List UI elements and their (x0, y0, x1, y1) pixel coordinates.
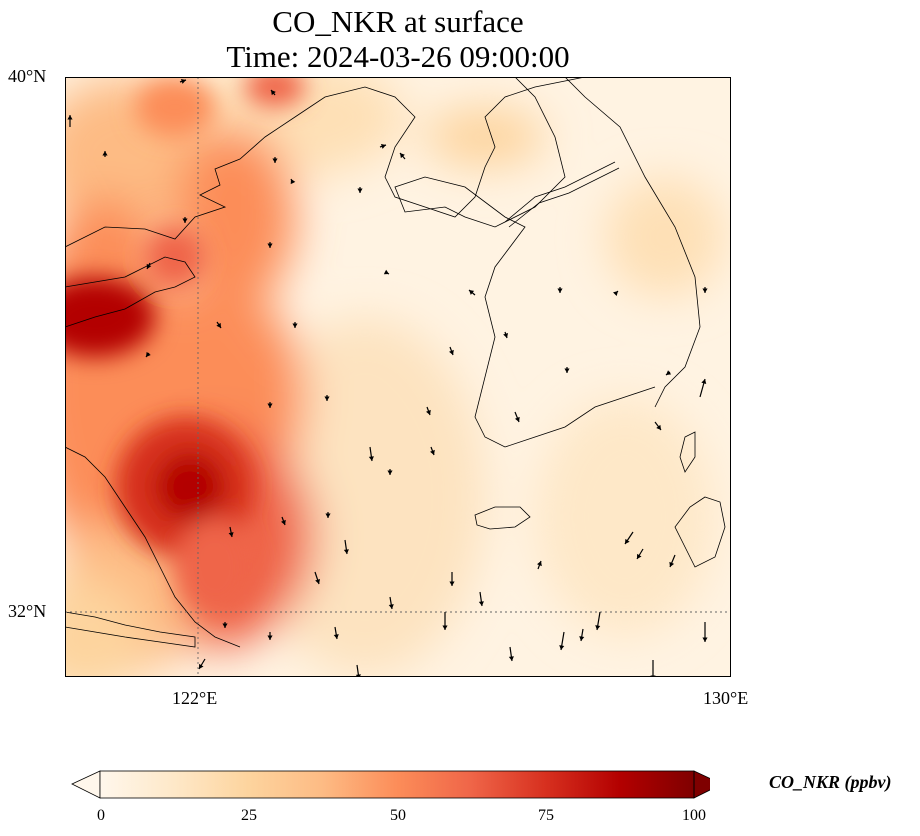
wind-arrow-head (290, 179, 296, 185)
lat-label-32n: 32°N (8, 601, 47, 621)
wind-arrow-head (449, 581, 455, 586)
wind-arrow-head (383, 269, 389, 275)
wind-arrow-head (579, 636, 585, 641)
wind-arrow-head (292, 323, 298, 328)
colorbar-tick-0: 0 (97, 807, 105, 824)
map-title-line2: Time: 2024-03-26 09:00:00 (226, 39, 570, 74)
colorbar-tick-25: 25 (241, 807, 257, 824)
wind-arrow-head (271, 90, 276, 96)
wind-arrow-head (564, 368, 570, 373)
wind-arrow-head (400, 153, 405, 159)
wind-arrow-head (537, 561, 542, 567)
wind-arrow-head (216, 322, 221, 328)
wind-arrow-head (666, 370, 672, 375)
wind-arrow-head (199, 663, 204, 669)
colorbar-tick-75: 75 (538, 807, 554, 824)
wind-arrow-head (557, 288, 563, 293)
wind-arrow-head (387, 470, 393, 475)
jeju-island (474, 506, 531, 530)
concentration-hotspots (65, 77, 305, 617)
wind-arrow-head (625, 538, 630, 544)
lat-label-40n: 40°N (8, 66, 47, 86)
wind-arrow-head (701, 379, 707, 385)
wind-arrow-head (478, 601, 484, 606)
coastlines (65, 77, 726, 648)
wind-arrow-head (368, 456, 374, 461)
wind-arrow-head (146, 263, 152, 269)
china-coast (65, 77, 586, 248)
wind-arrow-head (343, 549, 349, 554)
wind-arrow-head (222, 623, 228, 628)
dmz-river-1 (504, 161, 616, 223)
wind-arrow-head (637, 553, 642, 559)
colorbar-gradient (100, 771, 694, 798)
wind-arrow-head (669, 561, 675, 567)
wind-arrow-head (228, 532, 234, 537)
lon-label-130e: 130°E (703, 688, 749, 708)
wind-arrow-head (315, 578, 321, 584)
wind-arrow-head (102, 151, 108, 156)
map-canvas (65, 77, 731, 677)
wind-arrow-head (702, 288, 708, 293)
wind-arrow-head (595, 625, 601, 630)
kyushu-coast (674, 496, 726, 568)
yangtze-mouth (65, 611, 196, 648)
lon-label-122e: 122°E (172, 688, 218, 708)
dmz-river-2 (508, 167, 620, 228)
wind-arrow-head (357, 188, 363, 193)
map-panel (65, 77, 731, 677)
colorbar-tick-100: 100 (682, 807, 706, 824)
shandong-coast (65, 256, 196, 328)
tsushima-island (679, 431, 696, 473)
wind-arrow-head (272, 158, 278, 163)
wind-arrow-head (559, 645, 565, 650)
wind-arrow-head (514, 416, 520, 422)
wind-arrow-head (469, 290, 475, 295)
wind-arrow-head (325, 513, 331, 518)
wind-arrow-head (430, 449, 435, 455)
colorbar (71, 770, 710, 799)
wind-arrow-head (503, 332, 509, 338)
wind-arrow-head (267, 635, 273, 640)
wind-arrow-head (388, 604, 394, 609)
wind-arrow-head (267, 243, 273, 248)
wind-arrow-head (702, 637, 708, 642)
map-border (65, 77, 731, 677)
wind-arrow-head (508, 656, 514, 661)
wind-arrow-head (182, 218, 188, 223)
colorbar-min-extend (71, 770, 101, 799)
colorbar-tick-50: 50 (390, 807, 406, 824)
wind-arrow-head (380, 143, 386, 149)
colorbar-max-extend (693, 770, 710, 799)
wind-arrow-head (333, 634, 339, 639)
wind-arrow-head (267, 403, 273, 408)
wind-arrow-head (180, 78, 186, 84)
map-title-line1: CO_NKR at surface (272, 4, 524, 39)
jiangsu-coast (65, 446, 241, 648)
korea-west-coast (394, 77, 656, 448)
wind-arrow-head (67, 115, 73, 120)
wind-arrow-head (449, 349, 454, 355)
wind-vectors (67, 78, 708, 677)
wind-arrow-head (146, 351, 151, 357)
wind-arrow-head (324, 396, 330, 401)
korea-east-coast (564, 77, 701, 408)
wind-arrow-head (442, 625, 448, 630)
wind-arrow-head (613, 291, 618, 296)
wind-arrow-head (656, 424, 661, 430)
colorbar-label: CO_NKR (ppbv) (769, 772, 892, 792)
wind-arrow-head (426, 409, 431, 415)
wind-arrow-head (281, 519, 286, 525)
